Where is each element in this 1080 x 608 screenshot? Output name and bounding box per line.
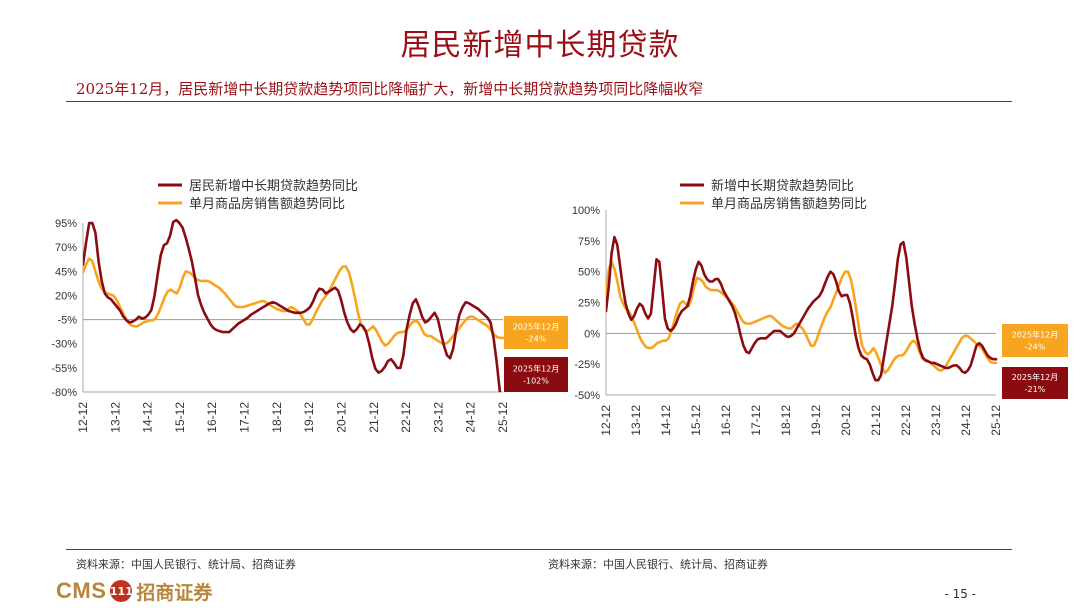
series-line-red [606, 235, 998, 382]
company-logo: CMS 111 招商证券 [56, 577, 212, 605]
x-tick-label: 14-12 [141, 402, 155, 433]
logo-text-en: CMS [56, 578, 107, 603]
y-tick-label: 20% [55, 290, 77, 302]
header-divider [66, 101, 1012, 102]
x-tick-label: 15-12 [689, 405, 703, 436]
callout-value: -102% [523, 377, 549, 386]
source-note-right: 资料来源：中国人民银行、统计局、招商证券 [548, 558, 768, 571]
x-tick-label: 15-12 [173, 402, 187, 433]
y-tick-label: 0% [584, 328, 600, 340]
x-tick-label: 17-12 [238, 402, 252, 433]
callout-date: 2025年12月 [1012, 372, 1059, 382]
x-tick-label: 22-12 [899, 405, 913, 436]
callout-value: -24% [526, 335, 547, 344]
y-tick-label: 45% [55, 266, 77, 278]
source-note-left: 资料来源：中国人民银行、统计局、招商证券 [76, 558, 296, 571]
legend-label: 新增中长期贷款趋势同比 [711, 178, 854, 194]
chart-1: 95% 70% 45% 20% -5% -30% -55% -80% 12-12 13-12 14-… [51, 178, 568, 433]
x-tick-label: 22-12 [399, 402, 413, 433]
callout-date: 2025年12月 [513, 364, 560, 374]
callout-box [1002, 367, 1068, 399]
x-tick-label: 13-12 [108, 402, 122, 433]
y-tick-label: -50% [574, 390, 600, 402]
legend-label: 居民新增中长期贷款趋势同比 [189, 178, 358, 194]
x-tick-label: 12-12 [76, 402, 90, 433]
x-tick-label: 17-12 [749, 405, 763, 436]
legend-label: 单月商品房销售额趋势同比 [711, 196, 867, 212]
x-tick-label: 20-12 [334, 402, 348, 433]
page-number: - 15 - [944, 587, 976, 601]
y-tick-label: 95% [55, 218, 77, 230]
series-line-orange [83, 257, 505, 347]
x-tick-label: 16-12 [205, 402, 219, 433]
y-tick-label: -80% [51, 387, 77, 399]
x-tick-label: 20-12 [839, 405, 853, 436]
callout-box [504, 357, 568, 392]
callout-date: 2025年12月 [1012, 330, 1059, 340]
y-tick-label: -5% [57, 315, 77, 327]
x-tick-label: 12-12 [599, 405, 613, 436]
callout-box [1002, 324, 1068, 357]
x-tick-label: 21-12 [869, 405, 883, 436]
y-tick-label: 25% [578, 298, 600, 310]
footer-divider [66, 549, 1012, 550]
x-tick-label: 25-12 [496, 402, 510, 433]
x-tick-label: 19-12 [809, 405, 823, 436]
callout-value: -24% [1025, 343, 1046, 352]
logo-emblem-icon: 111 [110, 580, 133, 602]
x-tick-label: 24-12 [464, 402, 478, 433]
legend-label: 单月商品房销售额趋势同比 [189, 196, 345, 212]
callout-date: 2025年12月 [513, 322, 560, 332]
callout-box [504, 316, 568, 349]
chart-2: 100% 75% 50% 25% 0% -25% -50% 12-12 13-12 14-12 15… [572, 178, 1068, 436]
x-tick-label: 25-12 [989, 405, 1003, 436]
page-subtitle: 2025年12月，居民新增中长期贷款趋势项同比降幅扩大，新增中长期贷款趋势项同比… [76, 80, 704, 98]
logo-text-cn: 招商证券 [136, 581, 213, 604]
callout-value: -21% [1025, 385, 1046, 394]
y-tick-label: -25% [574, 359, 600, 371]
series-line-red [83, 218, 502, 392]
page-title: 居民新增中长期贷款 [400, 28, 680, 63]
x-tick-label: 14-12 [659, 405, 673, 436]
y-tick-label: 75% [578, 236, 600, 248]
x-tick-label: 23-12 [431, 402, 445, 433]
y-tick-label: 100% [572, 205, 600, 217]
x-tick-label: 16-12 [719, 405, 733, 436]
x-tick-label: 18-12 [270, 402, 284, 433]
y-tick-label: -55% [51, 363, 77, 375]
x-tick-label: 23-12 [929, 405, 943, 436]
x-tick-label: 18-12 [779, 405, 793, 436]
x-tick-label: 21-12 [367, 402, 381, 433]
y-tick-label: 50% [578, 267, 600, 279]
x-tick-label: 13-12 [629, 405, 643, 436]
y-tick-label: 70% [55, 242, 77, 254]
x-tick-label: 19-12 [302, 402, 316, 433]
x-tick-label: 24-12 [959, 405, 973, 436]
y-tick-label: -30% [51, 339, 77, 351]
